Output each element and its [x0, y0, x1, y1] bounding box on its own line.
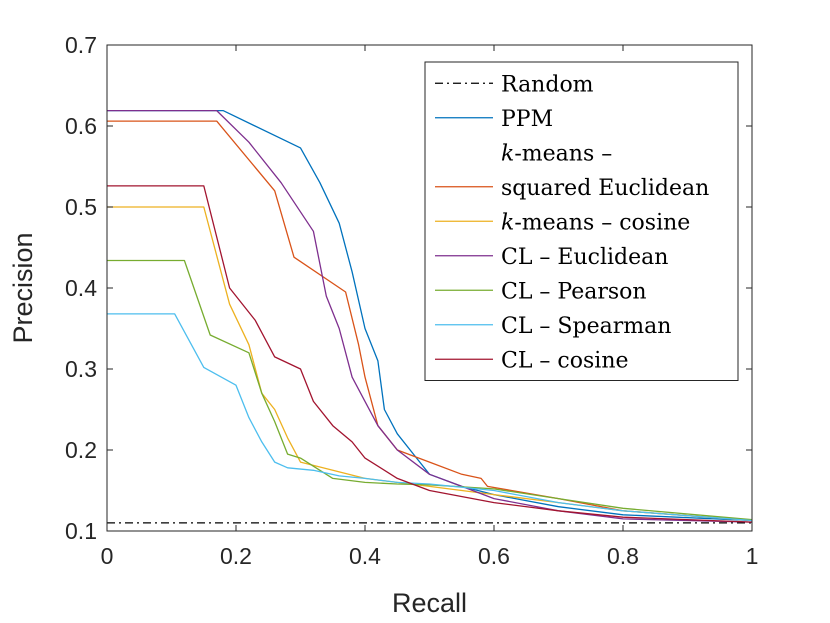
x-tick-label: 0.2	[220, 543, 252, 569]
x-tick-label: 0.4	[349, 543, 381, 569]
y-tick-label: 0.6	[65, 113, 97, 139]
y-tick-label: 0.3	[65, 356, 97, 382]
ticks-layer: 0 0.2 0.4 0.6 0.8 1 0.1 0.2 0.3 0.4 0.5 0.6 0.7	[65, 32, 758, 569]
legend-label-cl-cosine: CL – cosine	[501, 348, 629, 373]
legend-label-k-means-squared-euclidean: k-means –	[501, 141, 612, 166]
legend-label-cl-euclidean: CL – Euclidean	[501, 245, 668, 270]
y-tick-label: 0.5	[65, 194, 97, 220]
series-line-ppm	[107, 109, 753, 522]
legend-label-k-means-squared-euclidean: squared Euclidean	[501, 176, 709, 201]
legend-label-ppm: PPM	[501, 107, 553, 132]
y-tick-label: 0.4	[65, 275, 97, 301]
series-line-cl-euclidean	[107, 109, 753, 523]
legend-label-cl-pearson: CL – Pearson	[501, 279, 647, 304]
x-tick-label: 0.8	[607, 543, 639, 569]
x-tick-label: 1	[746, 543, 759, 569]
y-tick-label: 0.2	[65, 437, 97, 463]
legend: Random PPM k-means – squared Euclidean k-mea…	[424, 61, 739, 381]
legend-label-cl-spearman: CL – Spearman	[501, 314, 671, 339]
x-tick-label: 0	[101, 543, 114, 569]
series-layer	[107, 109, 753, 524]
y-axis-label: Precision	[8, 232, 38, 343]
series-line-cl-cosine	[107, 185, 753, 523]
y-tick-label: 0.7	[65, 32, 97, 58]
legend-label-k-means-cosine: k-means – cosine	[501, 210, 690, 235]
series-line-cl-spearman	[107, 313, 753, 522]
series-line-cl-pearson	[107, 259, 753, 521]
legend-label-random: Random	[501, 72, 594, 97]
y-tick-label: 0.1	[65, 518, 97, 544]
x-axis-label: Recall	[392, 588, 467, 618]
series-line-k-means-cosine	[107, 206, 753, 522]
x-tick-label: 0.6	[478, 543, 510, 569]
